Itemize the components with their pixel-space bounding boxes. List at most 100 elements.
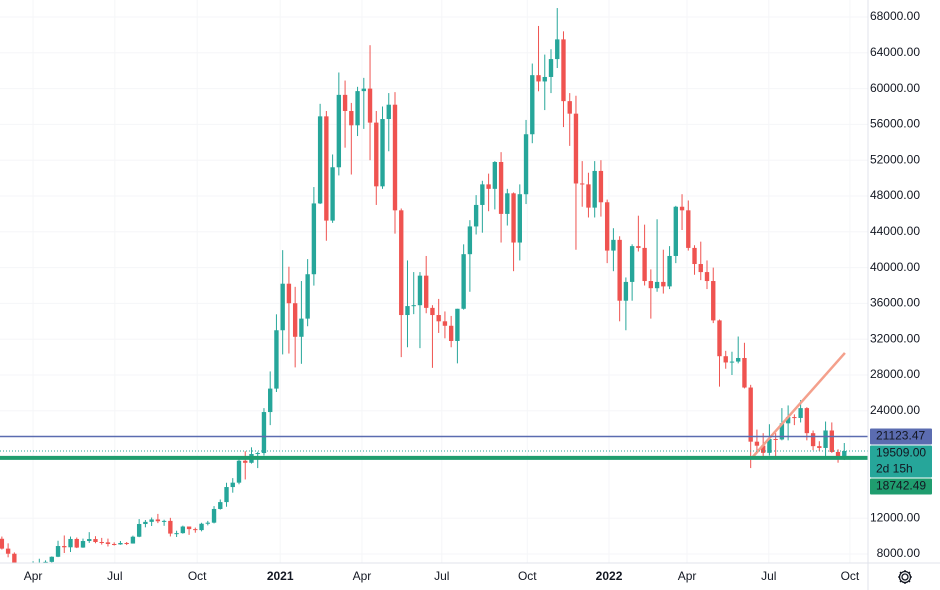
candle-body bbox=[43, 561, 48, 563]
candle-body bbox=[604, 202, 610, 251]
y-tick-label: 52000.00 bbox=[870, 152, 920, 166]
candle-body bbox=[149, 519, 154, 522]
candle-body bbox=[661, 281, 666, 287]
y-tick-label: 12000.00 bbox=[870, 510, 920, 524]
candle-body bbox=[760, 445, 766, 453]
y-tick-label: 32000.00 bbox=[870, 331, 920, 345]
candle-body bbox=[186, 526, 192, 530]
candle-body bbox=[804, 408, 810, 434]
x-tick-label: Oct bbox=[518, 569, 537, 583]
candle-body bbox=[292, 303, 298, 337]
x-tick-label: 2022 bbox=[596, 569, 623, 583]
candle-body bbox=[274, 330, 279, 389]
candle-body bbox=[629, 246, 635, 282]
candle-body bbox=[523, 134, 529, 195]
candle-body bbox=[68, 538, 73, 548]
price-label-box bbox=[870, 478, 932, 495]
candle-body bbox=[399, 210, 404, 316]
candle-body bbox=[311, 203, 317, 275]
candle-body bbox=[835, 451, 841, 456]
candle-body bbox=[442, 321, 448, 326]
candle-body bbox=[555, 39, 560, 60]
candle-body bbox=[268, 388, 273, 413]
y-tick-label: 28000.00 bbox=[870, 367, 920, 381]
candle-body bbox=[392, 104, 398, 211]
candle-body bbox=[411, 305, 416, 307]
candle-body bbox=[498, 161, 504, 214]
candle-body bbox=[530, 75, 535, 135]
candle-body bbox=[224, 487, 229, 503]
y-tick-label: 48000.00 bbox=[870, 188, 920, 202]
candle-body bbox=[236, 460, 242, 483]
candle-body bbox=[49, 556, 54, 562]
candle-body bbox=[461, 254, 466, 309]
candle-body bbox=[829, 430, 834, 452]
candle-body bbox=[455, 308, 460, 341]
candle-body bbox=[817, 446, 822, 448]
x-tick-label: Apr bbox=[24, 569, 43, 583]
candle-body bbox=[717, 320, 722, 357]
candle-body bbox=[586, 184, 591, 208]
candle-body bbox=[773, 438, 778, 440]
candle-body bbox=[561, 39, 566, 102]
x-tick-label: Apr bbox=[353, 569, 372, 583]
candle-body bbox=[12, 553, 17, 563]
x-tick-label: Jul bbox=[107, 569, 122, 583]
candle-body bbox=[80, 541, 86, 548]
candle-body bbox=[767, 438, 772, 453]
candle-body bbox=[361, 88, 366, 92]
grid bbox=[0, 0, 868, 563]
price-label-box bbox=[870, 445, 932, 478]
candle-body bbox=[417, 275, 423, 306]
candle-body bbox=[611, 239, 616, 251]
price-label-box bbox=[870, 428, 932, 445]
candle-body bbox=[580, 183, 585, 185]
candle-body bbox=[754, 441, 760, 446]
settings-icon[interactable] bbox=[898, 570, 912, 584]
x-tick-label: Oct bbox=[188, 569, 207, 583]
candle-body bbox=[698, 264, 703, 273]
y-tick-label: 60000.00 bbox=[870, 81, 920, 95]
candle-body bbox=[617, 239, 622, 301]
candle-body bbox=[573, 113, 579, 184]
candle-body bbox=[55, 546, 61, 557]
candle-body bbox=[742, 357, 747, 388]
candle-body bbox=[473, 204, 479, 227]
candle-body bbox=[105, 542, 111, 544]
countdown-label: 2d 15h bbox=[876, 462, 913, 476]
candle-body bbox=[355, 91, 360, 126]
candle-body bbox=[218, 502, 223, 509]
candle-body bbox=[467, 226, 473, 255]
candle-body bbox=[424, 275, 429, 308]
candle-body bbox=[779, 423, 785, 440]
candle-body bbox=[792, 417, 797, 419]
candle-body bbox=[118, 542, 123, 545]
candle-body bbox=[486, 184, 491, 189]
candle-body bbox=[704, 272, 710, 282]
plot-area bbox=[0, 8, 868, 565]
candle-body bbox=[536, 75, 541, 82]
settings-icon-center bbox=[901, 573, 909, 581]
candle-body bbox=[168, 520, 173, 534]
candle-body bbox=[492, 161, 498, 189]
x-tick-label: Oct bbox=[841, 569, 860, 583]
candle-body bbox=[842, 450, 847, 456]
candle-body bbox=[205, 522, 210, 524]
candle-body bbox=[99, 542, 104, 544]
candle-body bbox=[380, 119, 385, 187]
candle-body bbox=[161, 520, 167, 522]
candle-body bbox=[330, 167, 335, 221]
candle-body bbox=[336, 94, 342, 168]
x-tick-label: Jul bbox=[434, 569, 449, 583]
price-label: 19509.00 bbox=[876, 446, 926, 460]
candle-body bbox=[299, 318, 304, 337]
candle-body bbox=[5, 548, 11, 554]
candle-body bbox=[130, 536, 136, 544]
y-tick-label: 56000.00 bbox=[870, 117, 920, 131]
price-label: 18742.49 bbox=[876, 479, 926, 493]
candle-body bbox=[823, 430, 828, 448]
candle-body bbox=[37, 564, 41, 565]
candle-body bbox=[62, 546, 67, 548]
candle-body bbox=[511, 193, 516, 243]
candle-body bbox=[567, 101, 572, 114]
